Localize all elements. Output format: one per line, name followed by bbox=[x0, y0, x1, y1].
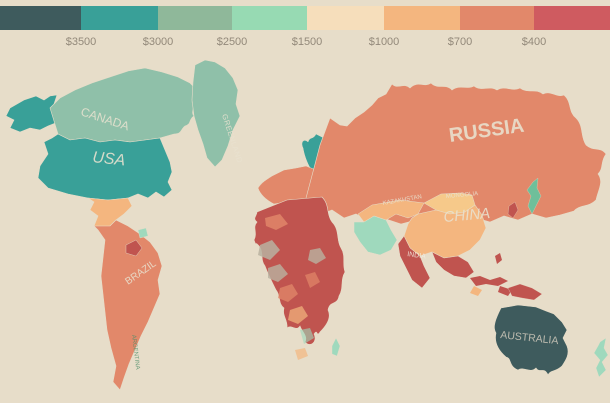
svg-text:USA: USA bbox=[92, 149, 127, 169]
